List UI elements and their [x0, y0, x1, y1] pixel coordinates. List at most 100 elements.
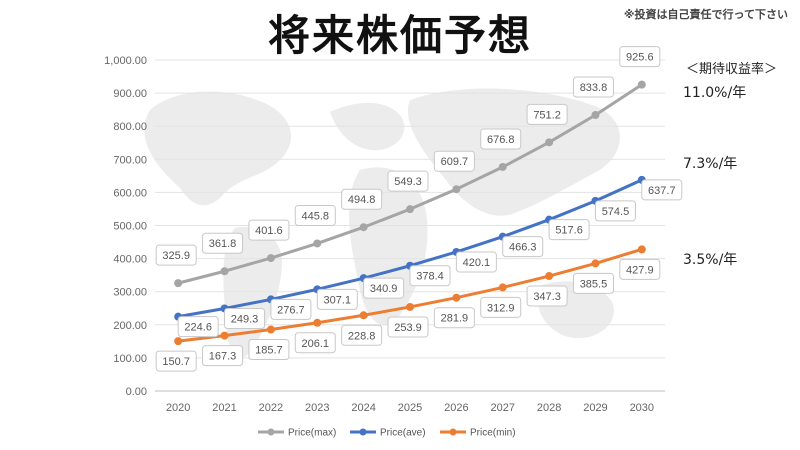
data-point	[266, 254, 275, 263]
data-label: 347.3	[526, 285, 568, 307]
data-point	[359, 223, 368, 232]
rate-ave-text: 7.3%/年	[683, 156, 738, 172]
data-label: 494.8	[341, 188, 383, 210]
data-label: 517.6	[548, 219, 590, 241]
data-label: 574.5	[594, 200, 636, 222]
data-label-box	[387, 316, 429, 338]
chart-legend: Price(max) Price(ave) Price(min)	[258, 428, 516, 439]
data-point	[220, 331, 229, 340]
data-label: 925.6	[619, 46, 661, 68]
x-tick-label: 2023	[305, 402, 329, 414]
x-tick-label: 2027	[490, 402, 514, 414]
data-point	[498, 162, 507, 171]
data-label-box	[363, 277, 405, 299]
data-point	[498, 283, 507, 292]
data-point	[591, 259, 600, 268]
data-label-box	[387, 170, 429, 192]
data-label-text: 307.1	[324, 294, 352, 306]
data-label-text: 517.6	[555, 225, 583, 237]
legend-item: Price(min)	[440, 428, 516, 439]
rate-max-text: 11.0%/年	[683, 85, 747, 101]
data-label: 253.9	[387, 316, 429, 338]
x-tick-label: 2024	[351, 402, 375, 414]
data-label: 385.5	[572, 272, 614, 294]
y-tick-label: 0.00	[126, 386, 147, 398]
data-point	[266, 325, 275, 334]
data-label-text: 378.4	[416, 271, 444, 283]
data-label-box	[594, 200, 636, 222]
data-label-box	[572, 76, 614, 98]
data-label-box	[641, 179, 683, 201]
data-label: 361.8	[202, 232, 244, 254]
y-tick-label: 300.00	[113, 287, 147, 299]
data-label-box	[502, 236, 544, 258]
x-tick-label: 2029	[583, 402, 607, 414]
data-point	[220, 267, 229, 276]
data-label: 150.7	[155, 350, 197, 372]
data-label-text: 276.7	[277, 304, 305, 316]
legend-label: Price(min)	[470, 428, 516, 439]
data-label-box	[248, 339, 290, 361]
data-label-box	[480, 296, 522, 318]
data-label-box	[341, 324, 383, 346]
data-label-text: 150.7	[162, 356, 190, 368]
data-label-text: 609.7	[441, 156, 469, 168]
data-label: 549.3	[387, 170, 429, 192]
data-label: 378.4	[409, 265, 451, 287]
data-label-text: 637.7	[648, 185, 676, 197]
data-label-box	[270, 298, 312, 320]
data-labels-layer: 325.9 361.8 401.6 445.8 494.8 549.3 609.7 676.8…	[155, 46, 683, 372]
data-label-box	[248, 219, 290, 241]
data-label: 420.1	[455, 251, 497, 273]
data-label-box	[619, 258, 661, 280]
legend-label: Price(ave)	[380, 428, 426, 439]
data-point	[406, 302, 414, 311]
data-label-text: 185.7	[255, 345, 283, 357]
data-label-text: 206.1	[302, 338, 330, 350]
data-label-text: 167.3	[209, 351, 237, 363]
data-label-text: 833.8	[580, 82, 608, 94]
y-tick-label: 200.00	[113, 320, 147, 332]
x-tick-label: 2025	[398, 402, 422, 414]
data-point	[452, 293, 461, 302]
data-label-box	[433, 307, 475, 329]
data-label-text: 676.8	[487, 134, 515, 146]
legend-marker	[267, 428, 275, 436]
data-label: 637.7	[641, 179, 683, 201]
data-label-text: 347.3	[533, 291, 561, 303]
data-label-text: 751.2	[533, 109, 561, 121]
data-label-text: 312.9	[487, 302, 515, 314]
data-label-text: 549.3	[394, 176, 422, 188]
legend-label: Price(max)	[288, 428, 336, 439]
data-label-text: 466.3	[509, 242, 537, 254]
data-point	[313, 318, 322, 327]
data-label-box	[433, 150, 475, 172]
data-label: 833.8	[572, 76, 614, 98]
y-tick-label: 1,000.00	[104, 55, 147, 67]
data-label-text: 325.9	[162, 250, 190, 262]
data-label-text: 385.5	[580, 278, 608, 290]
data-label-text: 224.6	[184, 322, 212, 334]
data-label: 276.7	[270, 298, 312, 320]
series-Price(min)	[174, 245, 646, 346]
data-label: 228.8	[341, 324, 383, 346]
legend-marker	[359, 428, 367, 436]
legend-item: Price(ave)	[350, 428, 426, 439]
data-label: 401.6	[248, 219, 290, 241]
data-label-text: 228.8	[348, 330, 376, 342]
data-label: 676.8	[480, 128, 522, 150]
data-label: 466.3	[502, 236, 544, 258]
data-label: 427.9	[619, 258, 661, 280]
data-label-box	[526, 285, 568, 307]
data-point	[359, 311, 368, 320]
data-point	[452, 185, 461, 194]
data-label: 224.6	[177, 316, 219, 338]
x-tick-label: 2020	[166, 402, 190, 414]
data-label-box	[202, 345, 244, 367]
data-label-text: 427.9	[626, 264, 654, 276]
x-tick-label: 2030	[630, 402, 654, 414]
data-label-text: 361.8	[209, 238, 237, 250]
data-point	[174, 279, 183, 288]
data-label: 185.7	[248, 339, 290, 361]
data-label-text: 925.6	[626, 52, 654, 64]
